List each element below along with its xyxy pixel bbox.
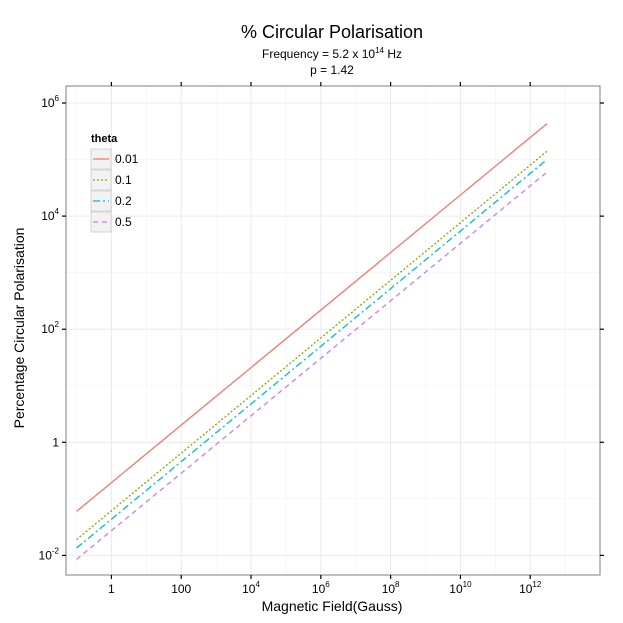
chart-title: % Circular Polarisation <box>241 22 423 42</box>
series-line-0.1 <box>76 150 548 541</box>
series-lines <box>76 123 548 560</box>
legend-key-box <box>90 211 112 233</box>
legend-label: 0.2 <box>115 194 132 208</box>
y-tick-label: 104 <box>41 207 59 223</box>
series-line-0.01 <box>76 123 548 512</box>
y-tick-label: 106 <box>41 94 59 110</box>
legend-key-box <box>90 190 112 212</box>
y-tick-label: 102 <box>41 320 59 336</box>
grid <box>66 86 600 575</box>
legend: theta 0.01 0.1 0.2 0.5 <box>90 133 139 233</box>
x-tick-label: 108 <box>382 580 400 596</box>
y-tick-label: 1 <box>52 435 59 449</box>
x-tick-label: 1012 <box>519 580 542 596</box>
series-line-0.2 <box>76 159 548 549</box>
x-tick-label: 1010 <box>449 580 472 596</box>
chart-subtitle-frequency: Frequency = 5.2 x 1014 Hz <box>262 46 402 61</box>
legend-title: theta <box>91 133 118 145</box>
x-tick-label: 106 <box>312 580 330 596</box>
legend-label: 0.01 <box>115 152 139 166</box>
plot-panel <box>65 85 601 576</box>
x-tick-label: 1 <box>108 582 115 596</box>
chart-subtitle-p: p = 1.42 <box>310 63 354 77</box>
x-tick-label: 104 <box>242 580 260 596</box>
y-tick-label: 10-2 <box>39 546 60 562</box>
series-line-0.5 <box>76 171 548 560</box>
y-axis-label: Percentage Circular Polarisation <box>11 228 27 429</box>
x-axis-label: Magnetic Field(Gauss) <box>262 598 403 614</box>
axis-ticks: 1 100 104 106 108 1010 1012 10-2 1 102 104 106 <box>39 82 604 596</box>
legend-label: 0.1 <box>115 173 132 187</box>
legend-label: 0.5 <box>115 215 132 229</box>
x-tick-label: 100 <box>171 582 191 596</box>
